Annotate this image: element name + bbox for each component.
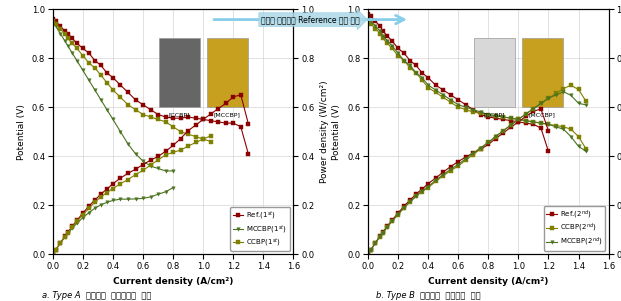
Bar: [159, 39, 199, 107]
Legend: Ref.(2$^{nd}$), CCBP(2$^{nd}$), MCCBP(2$^{nd}$): Ref.(2$^{nd}$), CCBP(2$^{nd}$), MCCBP(2$…: [543, 206, 605, 251]
Bar: [522, 39, 563, 107]
Y-axis label: Potential (V): Potential (V): [332, 104, 342, 160]
Bar: [474, 39, 515, 107]
Legend: Ref.(1$^{st}$), MCCBP(1$^{st}$), CCBP(1$^{st}$): Ref.(1$^{st}$), MCCBP(1$^{st}$), CCBP(1$…: [230, 206, 290, 251]
Text: [CCBP]: [CCBP]: [484, 112, 505, 117]
Y-axis label: Potential (V): Potential (V): [17, 104, 26, 160]
X-axis label: Current density (A/cm²): Current density (A/cm²): [428, 277, 548, 286]
Text: [MCCBP]: [MCCBP]: [529, 112, 556, 117]
Text: [CCBP]: [CCBP]: [168, 112, 190, 117]
Text: [MCCBP]: [MCCBP]: [214, 112, 241, 117]
Bar: [207, 39, 248, 107]
Text: 디자인 변경으로 Reference 성능 증가: 디자인 변경으로 Reference 성능 증가: [261, 15, 360, 24]
X-axis label: Current density (A/cm²): Current density (A/cm²): [113, 277, 233, 286]
Text: a. Type A  디자인에  무전해도금  방식: a. Type A 디자인에 무전해도금 방식: [42, 291, 151, 300]
Y-axis label: Power density (W/cm²): Power density (W/cm²): [320, 80, 329, 183]
Text: b. Type B  디자인에  전해도금  방식: b. Type B 디자인에 전해도금 방식: [376, 291, 481, 300]
